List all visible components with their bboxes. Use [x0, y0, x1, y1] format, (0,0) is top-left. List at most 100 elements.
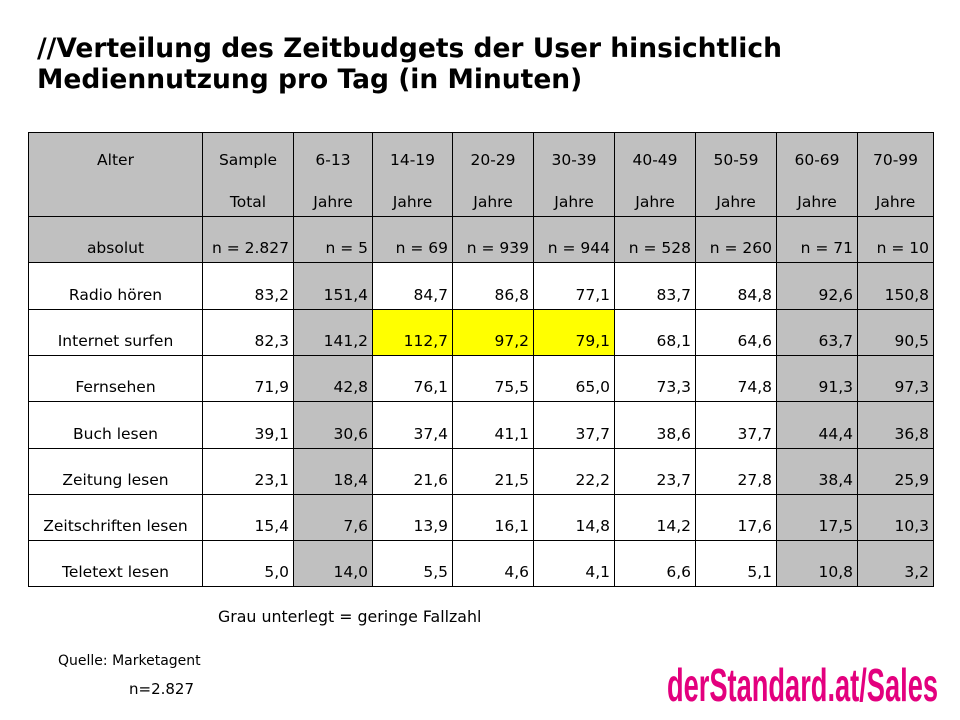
sample-size-value: n = 69 [395, 239, 448, 257]
table-value: 97,3 [894, 378, 929, 396]
slide-title: //Verteilung des Zeitbudgets der User hi… [37, 33, 782, 95]
table-value: 14,8 [575, 517, 610, 535]
table-value: 79,1 [575, 332, 610, 350]
row-label-cell: Internet surfen [29, 310, 203, 356]
row-label: Fernsehen [75, 378, 156, 396]
table-value: 63,7 [818, 332, 853, 350]
table-value: 7,6 [343, 517, 368, 535]
table-value: 3,2 [904, 563, 929, 581]
table-cell: 4,6 [453, 541, 534, 587]
row-header-label: Alter [97, 151, 134, 169]
sample-size-value: n = 71 [800, 239, 853, 257]
sample-size-cell: n = 69 [373, 217, 453, 263]
column-header-top: 70-99 [872, 151, 919, 169]
sample-size-value: n = 528 [628, 239, 691, 257]
table-cell: 22,2 [534, 449, 615, 495]
logo: derStandard.at/Sales [667, 662, 938, 708]
table-value: 21,6 [413, 471, 448, 489]
row-label: Teletext lesen [61, 563, 169, 581]
table-value: 92,6 [818, 286, 853, 304]
table-cell: 97,2 [453, 310, 534, 356]
column-header: 40-49 Jahre [615, 133, 696, 217]
table-value: 90,5 [894, 332, 929, 350]
sample-size-cell: n = 939 [453, 217, 534, 263]
table-cell: 73,3 [615, 356, 696, 402]
table-cell: 97,3 [858, 356, 934, 402]
table-cell: 44,4 [777, 402, 858, 449]
column-header-bottom: Jahre [473, 193, 513, 211]
sample-size-value: n = 2.827 [211, 239, 289, 257]
table-cell: 86,8 [453, 263, 534, 310]
table-value: 37,7 [575, 425, 610, 443]
column-header-bottom: Jahre [392, 193, 433, 211]
table-value: 68,1 [656, 332, 691, 350]
column-header: 6-13 Jahre [294, 133, 373, 217]
table-value: 36,8 [894, 425, 929, 443]
logo-text: derStandard.at/Sales [667, 662, 938, 708]
table-value: 73,3 [656, 378, 691, 396]
table-value: 42,8 [333, 378, 368, 396]
title-line: Mediennutzung pro Tag (in Minuten) [37, 64, 583, 95]
table-value: 84,8 [737, 286, 772, 304]
table-cell: 15,4 [203, 495, 294, 541]
table-value: 91,3 [818, 378, 853, 396]
table-cell: 5,0 [203, 541, 294, 587]
column-header-top: 20-29 [470, 151, 516, 169]
table-cell: 63,7 [777, 310, 858, 356]
table-value: 39,1 [254, 425, 289, 443]
row-label: Zeitschriften lesen [43, 517, 188, 535]
column-header-bottom: Jahre [635, 193, 675, 211]
column-header: Sample Total [203, 133, 294, 217]
table-value: 5,5 [423, 563, 448, 581]
table-cell: 14,2 [615, 495, 696, 541]
table-value: 44,4 [818, 425, 853, 443]
table-value: 4,6 [504, 563, 529, 581]
table-cell: 10,8 [777, 541, 858, 587]
sample-size-value: n = 10 [876, 239, 929, 257]
table-cell: 82,3 [203, 310, 294, 356]
table-cell: 68,1 [615, 310, 696, 356]
table-value: 76,1 [413, 378, 448, 396]
column-header-top: 40-49 [632, 151, 678, 169]
table-value: 25,9 [894, 471, 929, 489]
table-value: 84,7 [413, 286, 448, 304]
table-cell: 90,5 [858, 310, 934, 356]
table-cell: 74,8 [696, 356, 777, 402]
column-header-top: Sample [218, 151, 278, 169]
sample-size-cell: n = 944 [534, 217, 615, 263]
table-cell: 64,6 [696, 310, 777, 356]
table-cell: 65,0 [534, 356, 615, 402]
table-cell: 141,2 [294, 310, 373, 356]
table-cell: 37,7 [534, 402, 615, 449]
row-label: Internet surfen [57, 332, 174, 350]
shading-note: Grau unterlegt = geringe Fallzahl [218, 607, 482, 626]
table-cell: 42,8 [294, 356, 373, 402]
table-cell: 84,8 [696, 263, 777, 310]
row-label: Radio hören [68, 286, 163, 304]
table-cell: 27,8 [696, 449, 777, 495]
table-value: 38,4 [818, 471, 853, 489]
table-value: 83,7 [656, 286, 691, 304]
table-cell: 83,7 [615, 263, 696, 310]
table-cell: 5,1 [696, 541, 777, 587]
sample-size-value: n = 5 [325, 239, 368, 257]
column-header: 20-29 Jahre [453, 133, 534, 217]
table-cell: 5,5 [373, 541, 453, 587]
table-value: 16,1 [494, 517, 529, 535]
table-cell: 6,6 [615, 541, 696, 587]
table-value: 151,4 [323, 286, 368, 304]
table-value: 5,1 [747, 563, 772, 581]
table-value: 15,4 [254, 517, 289, 535]
table-value: 41,1 [494, 425, 529, 443]
table-value: 97,2 [494, 332, 529, 350]
table-value: 77,1 [575, 286, 610, 304]
table-value: 21,5 [494, 471, 529, 489]
table-cell: 3,2 [858, 541, 934, 587]
table-value: 17,5 [818, 517, 853, 535]
table-cell: 37,4 [373, 402, 453, 449]
table-cell: 39,1 [203, 402, 294, 449]
table-value: 17,6 [737, 517, 772, 535]
column-header: 14-19 Jahre [373, 133, 453, 217]
table-value: 82,3 [254, 332, 289, 350]
table-value: 150,8 [884, 286, 929, 304]
